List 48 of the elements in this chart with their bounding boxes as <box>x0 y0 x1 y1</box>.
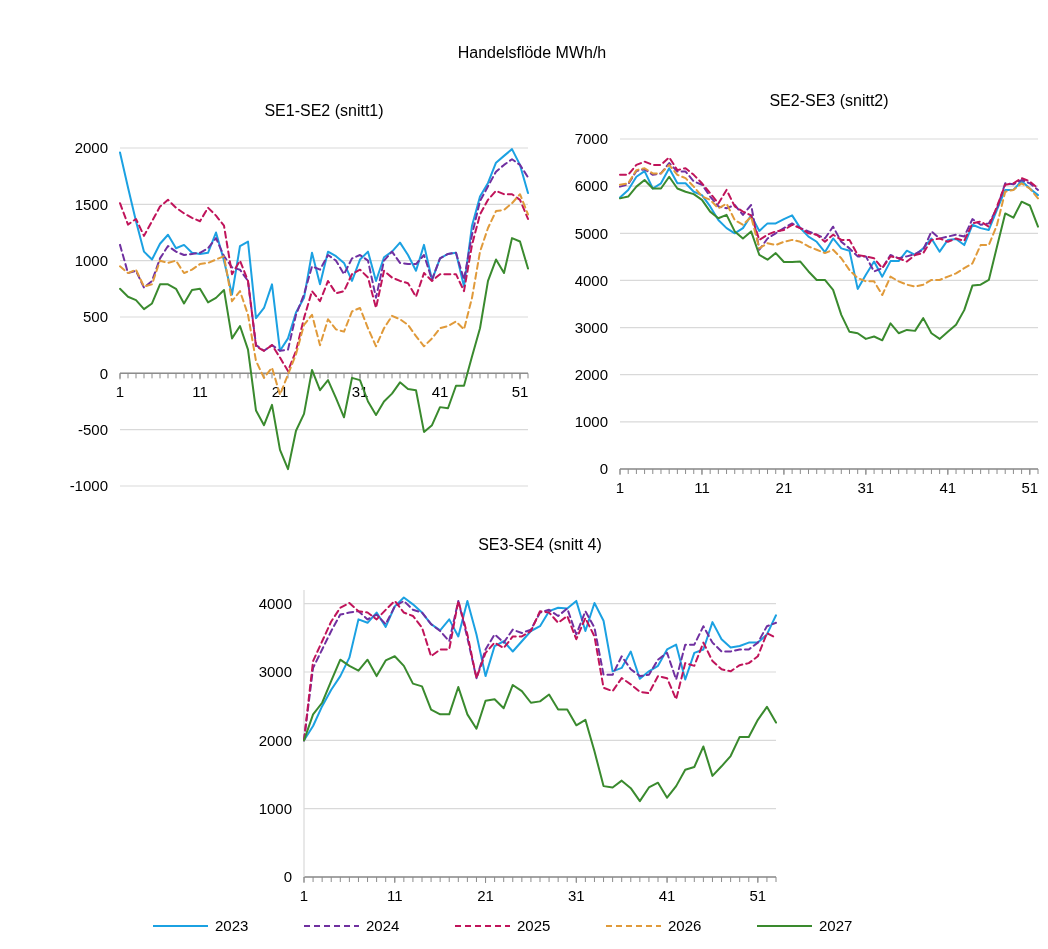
x-tick-label: 31 <box>857 479 875 496</box>
y-tick-label: 1000 <box>574 413 608 431</box>
x-tick-label: 11 <box>694 479 710 496</box>
x-tick-label: 41 <box>431 383 449 401</box>
legend-label: 2024 <box>366 917 400 935</box>
y-tick-label: 0 <box>99 364 108 382</box>
chart-title: SE3-SE4 (snitt 4) <box>478 536 602 553</box>
x-tick-label: 21 <box>775 479 793 496</box>
y-tick-label: 2000 <box>74 139 108 157</box>
x-tick-label: 1 <box>115 383 125 401</box>
y-tick-label: 0 <box>599 460 608 478</box>
y-tick-label: 1000 <box>74 251 108 269</box>
x-tick-label: 41 <box>939 479 957 496</box>
x-tick-label: 31 <box>567 887 585 904</box>
x-tick-label: 51 <box>749 887 767 904</box>
y-tick-label: 5000 <box>574 224 608 242</box>
x-tick-label: 21 <box>477 887 494 904</box>
text: Handelsflöde MWh/h <box>457 44 607 61</box>
legend-label: 2025 <box>517 917 551 935</box>
legend-label: 2023 <box>215 917 249 935</box>
y-tick-label: 1000 <box>258 799 292 817</box>
chart-title: SE2-SE3 (snitt2) <box>769 92 889 109</box>
y-tick-label: 500 <box>82 308 108 326</box>
y-tick-label: 4000 <box>258 594 292 612</box>
y-tick-label: 1500 <box>74 195 108 213</box>
line-series <box>619 175 1039 342</box>
y-tick-label: 4000 <box>574 271 608 289</box>
legend-label: 2027 <box>819 917 853 935</box>
y-tick-label: 0 <box>283 868 292 886</box>
y-tick-label: 7000 <box>574 130 608 148</box>
x-tick-label: 51 <box>511 383 529 401</box>
y-tick-label: -1000 <box>69 477 108 495</box>
chart-title: SE1-SE2 (snitt1) <box>264 102 384 119</box>
x-tick-label: 11 <box>192 383 208 401</box>
legend-label: 2026 <box>668 917 702 935</box>
y-tick-label: 3000 <box>574 318 608 336</box>
line-series <box>303 655 777 803</box>
y-tick-label: 2000 <box>574 365 608 383</box>
y-tick-label: 3000 <box>258 663 292 681</box>
y-tick-label: 2000 <box>258 731 292 749</box>
x-tick-label: 11 <box>386 887 403 904</box>
y-tick-label: -500 <box>77 420 108 438</box>
x-tick-label: 1 <box>615 479 625 496</box>
line-series <box>119 237 529 471</box>
x-tick-label: 1 <box>299 887 309 904</box>
x-tick-label: 41 <box>658 887 676 904</box>
y-tick-label: 6000 <box>574 177 608 195</box>
x-tick-label: 51 <box>1021 479 1039 496</box>
